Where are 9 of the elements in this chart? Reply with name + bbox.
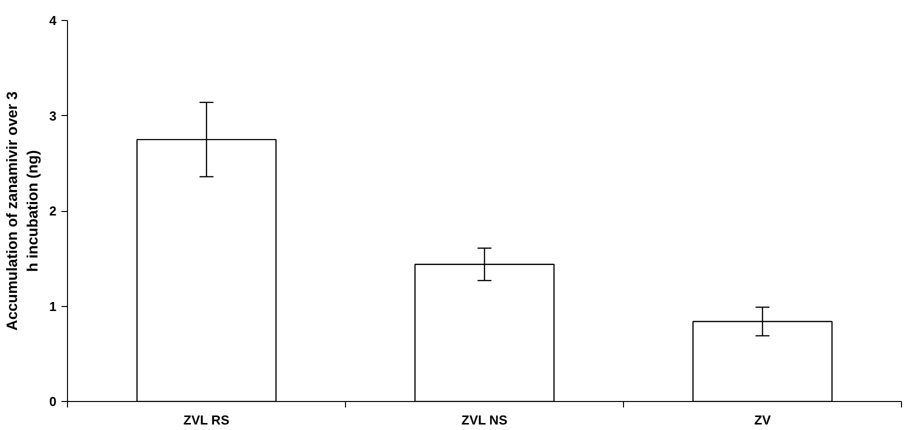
x-tick-label: ZV xyxy=(754,412,772,428)
y-axis-title: Accumulation of zanamivir over 3 h incubation (ng) xyxy=(4,91,42,331)
y-tick-label: 4 xyxy=(49,13,58,28)
x-tick-label: ZVL NS xyxy=(461,412,508,428)
y-tick-label: 2 xyxy=(49,204,57,218)
y-tick-label: 1 xyxy=(49,298,57,314)
y-tick-label: 3 xyxy=(49,108,57,124)
x-tick-label: ZVL RS xyxy=(183,412,230,428)
y-tick-label: 0 xyxy=(49,394,57,409)
